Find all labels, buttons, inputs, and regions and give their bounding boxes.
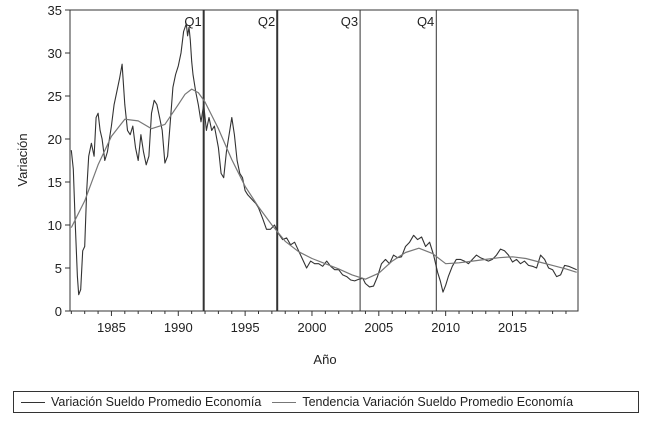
legend-label-trend: Tendencia Variación Sueldo Promedio Econ… — [302, 395, 574, 409]
x-tick-label: 1990 — [164, 320, 193, 335]
y-tick-label: 10 — [48, 218, 62, 233]
legend-item-trend: Tendencia Variación Sueldo Promedio Econ… — [272, 395, 573, 409]
y-tick-label: 20 — [48, 132, 62, 147]
y-tick-label: 35 — [48, 3, 62, 18]
x-tick-label: 2010 — [431, 320, 460, 335]
reference-label-q2: Q2 — [258, 14, 275, 29]
legend-label-series: Variación Sueldo Promedio Economía — [51, 395, 262, 409]
reference-label-q1: Q1 — [184, 14, 201, 29]
x-tick-label: 2005 — [364, 320, 393, 335]
legend: Variación Sueldo Promedio Economía Tende… — [13, 391, 639, 413]
x-tick-label: 1995 — [231, 320, 260, 335]
x-axis-title: Año — [313, 352, 336, 367]
y-tick-label: 0 — [55, 304, 62, 319]
y-tick-label: 25 — [48, 89, 62, 104]
x-tick-label: 2000 — [298, 320, 327, 335]
series-line-tendencia — [70, 88, 577, 280]
x-tick-label: 2015 — [498, 320, 527, 335]
plot-frame — [69, 9, 579, 312]
series-line-variacion — [70, 23, 577, 296]
reference-label-q4: Q4 — [417, 14, 434, 29]
y-tick-label: 5 — [55, 261, 62, 276]
legend-swatch-series — [21, 401, 45, 403]
y-tick-label: 30 — [48, 46, 62, 61]
plot-area: 0 5 10 15 20 25 30 35 1985 1990 1995 2000 2005 2010 20… — [48, 3, 579, 335]
legend-swatch-trend — [272, 401, 297, 403]
y-axis-title: Variación — [15, 133, 30, 186]
y-tick-label: 15 — [48, 175, 62, 190]
x-tick-label: 1985 — [97, 320, 126, 335]
reference-label-q3: Q3 — [341, 14, 358, 29]
legend-item-series: Variación Sueldo Promedio Economía — [21, 395, 261, 409]
